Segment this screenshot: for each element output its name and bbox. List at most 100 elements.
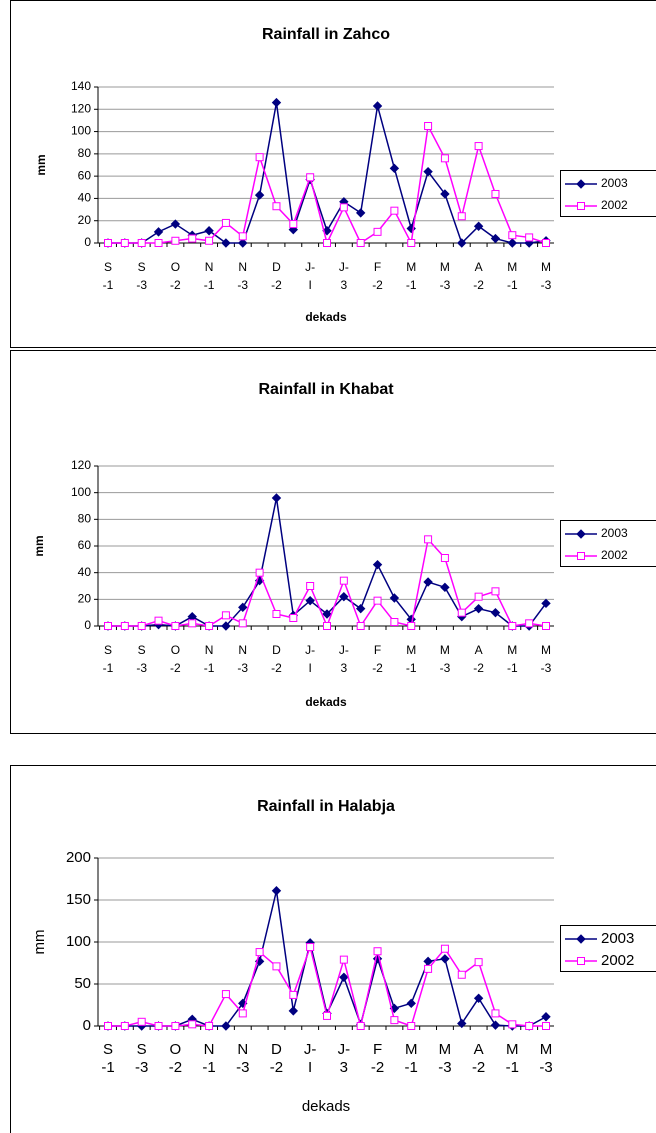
y-tick-label: 0 (84, 618, 91, 632)
marker (339, 203, 348, 212)
marker (491, 587, 500, 596)
marker (120, 622, 129, 630)
marker (204, 226, 214, 236)
marker (423, 956, 433, 967)
marker (120, 1022, 129, 1030)
y-tick-label: 50 (74, 975, 91, 992)
marker (525, 233, 534, 242)
marker (473, 603, 484, 614)
marker (289, 220, 298, 229)
marker (356, 1022, 365, 1030)
marker (389, 163, 400, 174)
x-tick-label: A -2 (473, 260, 484, 292)
marker (490, 1020, 501, 1030)
marker (205, 622, 214, 630)
marker (457, 238, 467, 248)
marker (407, 622, 416, 630)
chart-title: Rainfall in Zahco (262, 26, 390, 43)
legend-label: 2002 (601, 548, 628, 562)
y-tick-label: 20 (78, 213, 92, 227)
marker (306, 173, 315, 182)
x-tick-label: S -3 (135, 1041, 149, 1076)
y-tick-label: 150 (66, 891, 91, 908)
series (104, 535, 550, 630)
x-tick-label: S -1 (102, 643, 114, 675)
marker (238, 232, 247, 241)
marker (104, 239, 112, 247)
x-tick-label: J- I (305, 643, 316, 675)
x-tick-label: N -3 (237, 643, 249, 675)
x-tick-label: O -2 (168, 1041, 183, 1076)
marker (221, 990, 230, 999)
marker (238, 238, 248, 248)
y-axis-label: mm (31, 930, 48, 955)
marker (137, 1017, 146, 1026)
marker (576, 529, 586, 539)
y-tick-label: 20 (78, 592, 92, 606)
marker (440, 554, 449, 562)
marker (104, 1022, 112, 1030)
marker (120, 239, 129, 247)
x-tick-label: A -2 (471, 1041, 486, 1076)
x-tick-label: N -1 (203, 643, 215, 675)
x-tick-label: J- 3 (338, 643, 349, 675)
x-tick-label: M -1 (405, 643, 417, 675)
marker (238, 619, 247, 628)
marker (440, 954, 450, 964)
marker (508, 231, 517, 240)
marker (271, 97, 282, 108)
marker (541, 1012, 551, 1022)
marker (289, 614, 298, 622)
marker (171, 622, 180, 630)
marker (137, 239, 146, 247)
x-tick-label: M -3 (439, 643, 451, 675)
marker (525, 619, 534, 628)
marker (473, 221, 484, 231)
marker (525, 1022, 534, 1030)
chart-frame (10, 350, 656, 734)
marker (440, 154, 449, 163)
marker (356, 622, 365, 630)
x-tick-label: M -3 (439, 260, 451, 292)
marker (306, 582, 315, 590)
x-tick-label: S -3 (136, 643, 148, 675)
marker (508, 622, 517, 630)
marker (390, 206, 399, 215)
y-axis-label: mm (34, 154, 48, 175)
marker (154, 239, 163, 247)
y-tick-label: 40 (78, 565, 92, 579)
marker (491, 189, 500, 198)
x-tick-label: F -2 (372, 260, 383, 292)
y-tick-label: 120 (71, 458, 91, 472)
x-tick-label: S -3 (136, 260, 148, 292)
x-tick-label: N -1 (203, 260, 215, 292)
marker (323, 239, 331, 247)
y-tick-label: 0 (84, 235, 91, 249)
y-tick-label: 140 (71, 79, 91, 93)
marker (104, 622, 112, 630)
x-tick-label: J- I (305, 260, 316, 292)
marker (474, 142, 483, 151)
legend-label: 2003 (601, 176, 628, 190)
x-tick-label: D -2 (269, 1041, 284, 1076)
marker (542, 1022, 550, 1030)
series (103, 493, 551, 631)
x-tick-label: F -2 (370, 1041, 385, 1076)
marker (188, 234, 197, 243)
marker (288, 1006, 299, 1016)
marker (356, 239, 365, 247)
y-tick-label: 80 (78, 512, 92, 526)
marker (389, 593, 400, 603)
marker (205, 236, 214, 245)
x-tick-label: M -3 (438, 1041, 452, 1076)
legend-box (560, 520, 656, 567)
marker (323, 1011, 331, 1020)
marker (339, 955, 348, 964)
marker (137, 622, 146, 630)
x-tick-label: M -1 (506, 260, 518, 292)
legend-label: 2003 (601, 930, 634, 947)
marker (154, 1022, 163, 1030)
x-axis-label: dekads (305, 310, 347, 324)
legend-label: 2002 (601, 198, 628, 212)
